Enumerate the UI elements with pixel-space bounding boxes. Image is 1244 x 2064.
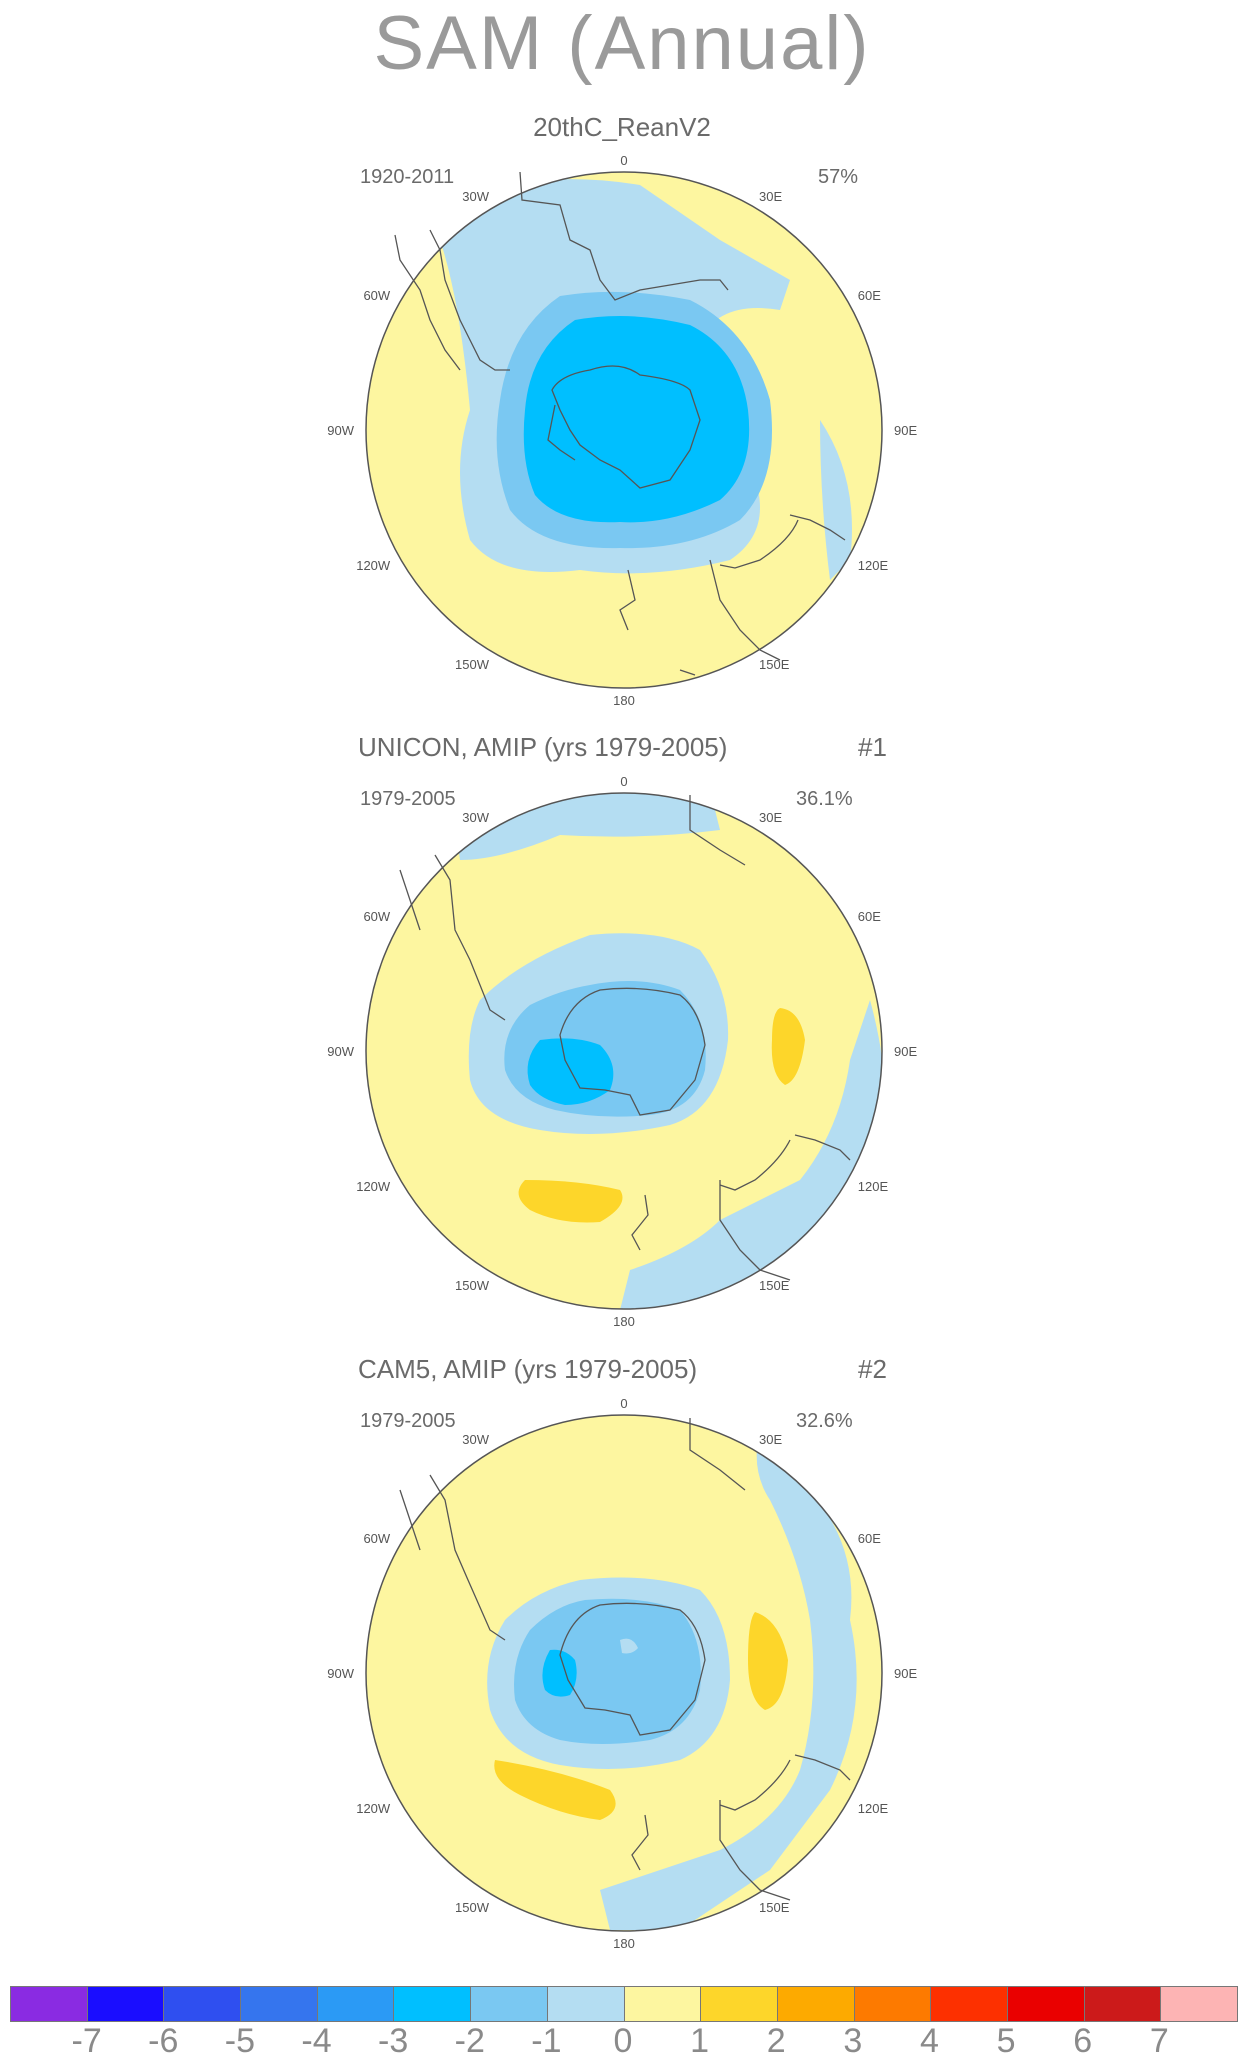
- map-2-border: [365, 792, 883, 1310]
- map-3-border: [365, 1414, 883, 1932]
- panel-number: #1: [858, 732, 887, 762]
- colorbar-box: [316, 1987, 394, 2021]
- colorbar-box: [1083, 1987, 1161, 2021]
- longitude-label: 90W: [327, 1044, 354, 1059]
- colorbar-box: [930, 1987, 1007, 2021]
- map-1: [365, 171, 883, 689]
- longitude-label: 30E: [759, 1432, 782, 1447]
- colorbar-box: [623, 1987, 701, 2021]
- longitude-label: 120W: [356, 1801, 391, 1816]
- longitude-label: 180: [613, 1936, 635, 1951]
- contour-minus1-pole: [620, 1638, 638, 1654]
- colorbar-label: 4: [920, 2022, 939, 2060]
- colorbar-label: 1: [690, 2022, 710, 2060]
- colorbar-label: 2: [766, 2022, 786, 2060]
- colorbar-label: -4: [301, 2022, 332, 2060]
- colorbar-labels: -7 -6 -5 -4 -3 -2 -1 0 1 2 3 4 5 6 7: [10, 2022, 1236, 2062]
- longitude-label: 60W: [363, 909, 390, 924]
- longitude-label: 150E: [759, 1278, 790, 1293]
- colorbar-label: -6: [148, 2022, 179, 2060]
- longitude-label: 180: [613, 693, 635, 708]
- colorbar-label: 7: [1149, 2022, 1169, 2060]
- longitude-label: 90W: [327, 423, 354, 438]
- longitude-label: 90E: [894, 423, 917, 438]
- colorbar-box: [776, 1987, 854, 2021]
- longitude-label: 120E: [858, 558, 889, 573]
- colorbar-label: -1: [531, 2022, 562, 2060]
- longitude-label: 60E: [858, 288, 881, 303]
- longitude-label: 90E: [894, 1666, 917, 1681]
- colorbar-box: [240, 1987, 317, 2021]
- colorbar-box: [163, 1987, 241, 2021]
- period-label: 1920-2011: [360, 166, 455, 188]
- longitude-label: 120E: [858, 1801, 889, 1816]
- map-3: [365, 1414, 883, 1932]
- longitude-label: 90W: [327, 1666, 354, 1681]
- colorbar-label: 5: [996, 2022, 1016, 2060]
- colorbar-box: [470, 1987, 547, 2021]
- colorbar-label: -5: [224, 2022, 255, 2060]
- contour-minus3: [523, 316, 750, 523]
- colorbar-label: 6: [1073, 2022, 1093, 2060]
- longitude-label: 0: [620, 153, 627, 168]
- percent-label: 57%: [818, 166, 859, 188]
- contour-plus1-south: [494, 1760, 616, 1820]
- longitude-label: 30E: [759, 810, 782, 825]
- contour-minus1-east: [600, 1430, 857, 1930]
- contour-plus1-east: [748, 1612, 788, 1710]
- colorbar-box: [1160, 1987, 1237, 2021]
- longitude-label: 30W: [462, 1432, 489, 1447]
- panel-title: CAM5, AMIP (yrs 1979-2005): [358, 1354, 698, 1384]
- longitude-labels: 0 30E 60E 90E 120E 150E 180 150W 120W 90W 60W 30W 0 3…: [327, 153, 917, 1951]
- colorbar-box: [393, 1987, 471, 2021]
- longitude-label: 30W: [462, 189, 489, 204]
- contour-plus1-south: [518, 1180, 623, 1223]
- longitude-label: 30W: [462, 810, 489, 825]
- longitude-label: 120W: [356, 1179, 391, 1194]
- longitude-label: 60E: [858, 1531, 881, 1546]
- longitude-label: 150E: [759, 657, 790, 672]
- colorbar-label: -7: [71, 2022, 102, 2060]
- map-1-border: [365, 171, 883, 689]
- colorbar-box: [1006, 1987, 1084, 2021]
- percent-label: 32.6%: [796, 1410, 853, 1432]
- colorbar-box: [11, 1987, 87, 2021]
- colorbar-box: [853, 1987, 931, 2021]
- period-label: 1979-2005: [360, 788, 456, 810]
- colorbar: [10, 1986, 1238, 2022]
- contour-minus3: [527, 1038, 614, 1105]
- longitude-label: 150W: [455, 657, 490, 672]
- longitude-label: 120E: [858, 1179, 889, 1194]
- colorbar-box: [700, 1987, 777, 2021]
- percent-label: 36.1%: [796, 788, 853, 810]
- period-label: 1979-2005: [360, 1410, 456, 1432]
- contour-minus3: [542, 1649, 577, 1697]
- longitude-label: 0: [620, 1396, 627, 1411]
- longitude-label: 180: [613, 1314, 635, 1329]
- colorbar-label: 0: [613, 2022, 633, 2060]
- longitude-label: 150W: [455, 1900, 490, 1915]
- longitude-label: 150W: [455, 1278, 490, 1293]
- colorbar-box: [86, 1987, 164, 2021]
- panel-title: UNICON, AMIP (yrs 1979-2005): [358, 732, 728, 762]
- colorbar-label: -2: [454, 2022, 485, 2060]
- longitude-label: 120W: [356, 558, 391, 573]
- colorbar-label: 3: [843, 2022, 863, 2060]
- contour-plus1-east: [771, 1008, 805, 1085]
- longitude-label: 150E: [759, 1900, 790, 1915]
- longitude-label: 0: [620, 774, 627, 789]
- map-2: [365, 792, 883, 1310]
- longitude-label: 90E: [894, 1044, 917, 1059]
- longitude-label: 60W: [363, 1531, 390, 1546]
- main-title: SAM (Annual): [373, 1, 871, 86]
- longitude-label: 60W: [363, 288, 390, 303]
- longitude-label: 30E: [759, 189, 782, 204]
- panel-title: 20thC_ReanV2: [533, 112, 711, 142]
- colorbar-box: [546, 1987, 624, 2021]
- contour-minus2: [514, 1598, 701, 1744]
- panel-number: #2: [858, 1354, 887, 1384]
- colorbar-label: -3: [378, 2022, 409, 2060]
- longitude-label: 60E: [858, 909, 881, 924]
